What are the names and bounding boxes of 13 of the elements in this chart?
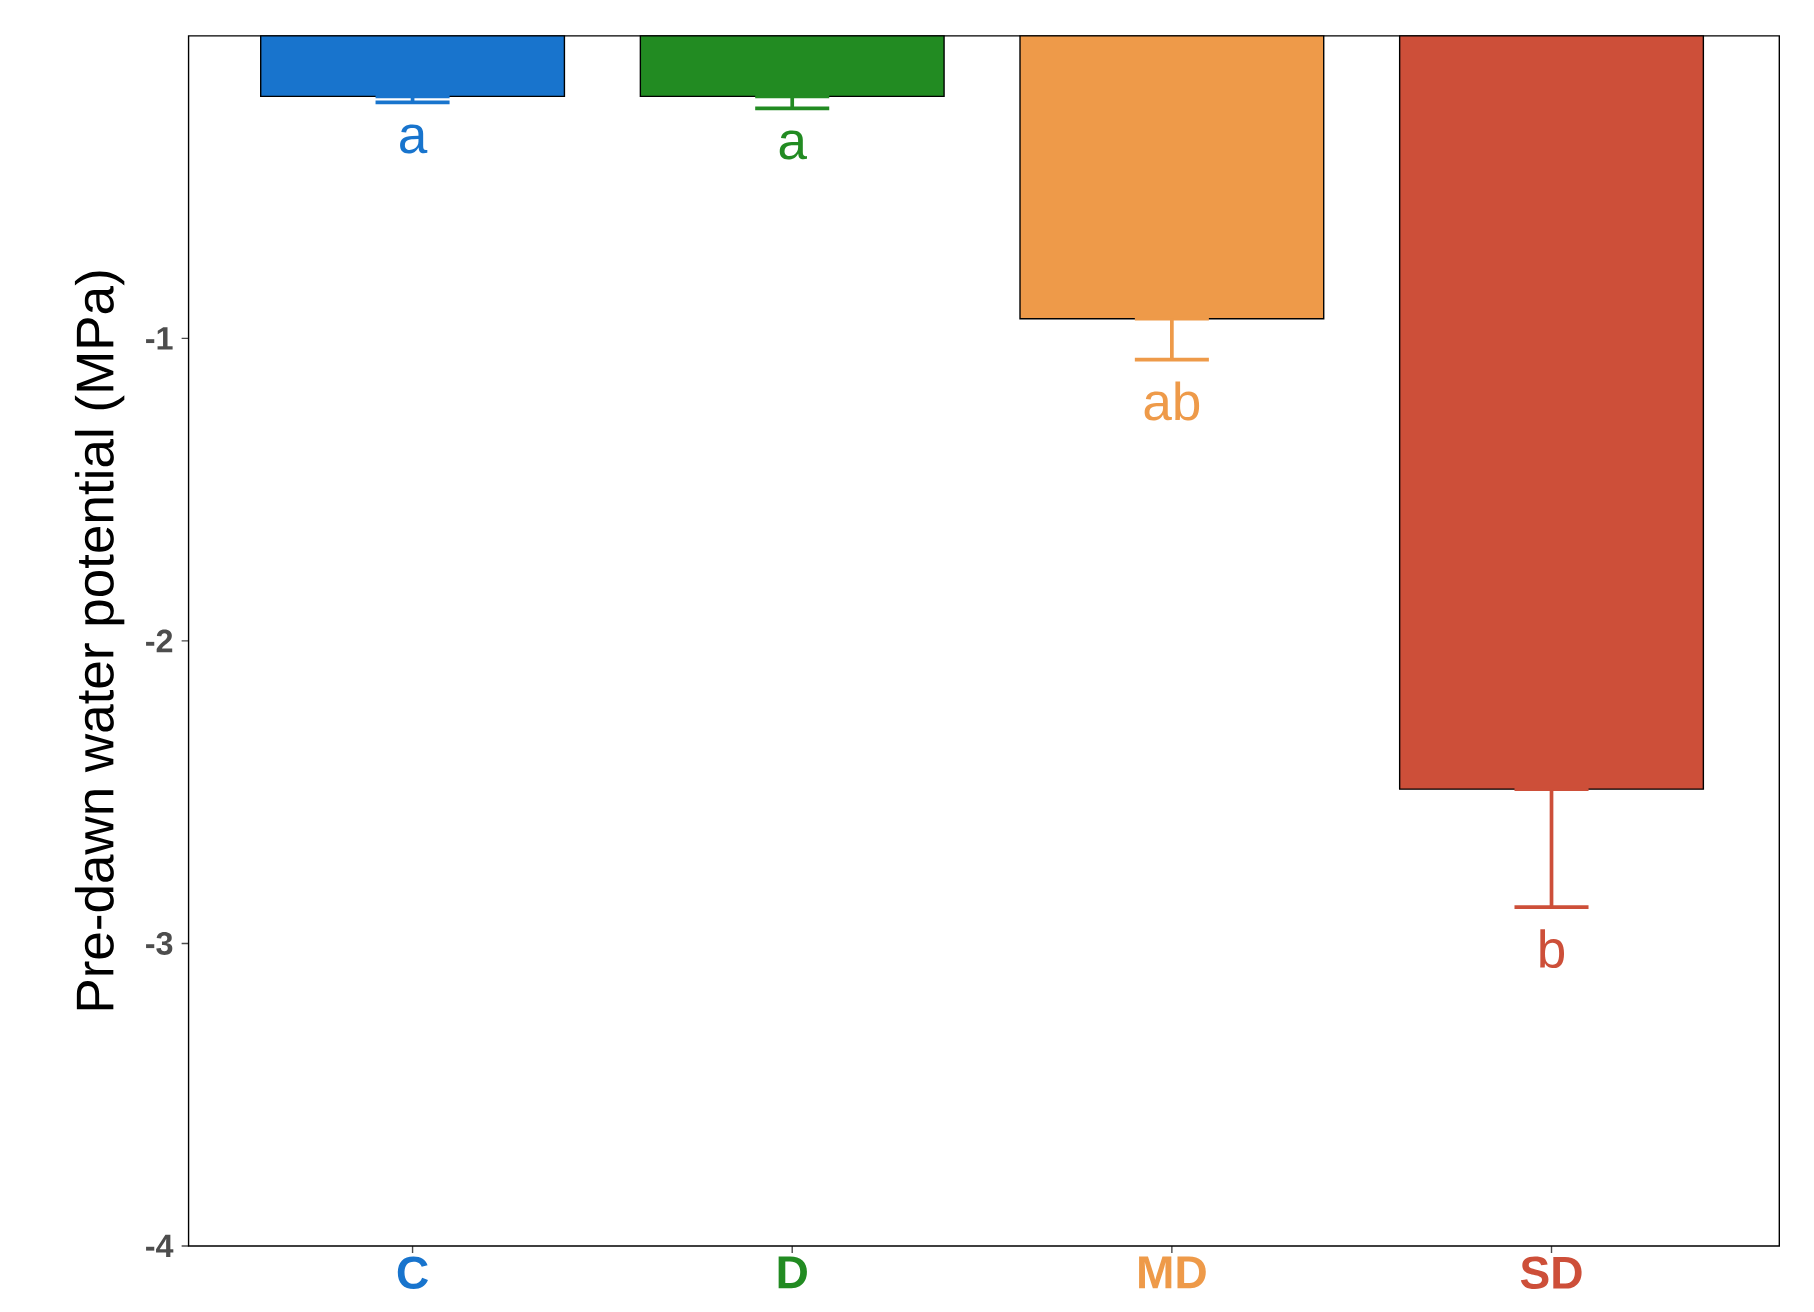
annotation: b (1540, 929, 1565, 969)
y-tick-label: -3 (146, 932, 173, 955)
x-tick-label: MD (1139, 1256, 1206, 1289)
y-axis-title: Pre-dawn water potential (MPa) (74, 271, 125, 1010)
y-tick-label: -4 (146, 1234, 174, 1258)
y-tick-label: -1 (146, 327, 173, 350)
x-tick-label: D (778, 1256, 807, 1289)
x-tick-label: SD (1520, 1256, 1582, 1290)
annotation: a (400, 124, 428, 154)
annotation: ab (1144, 381, 1200, 421)
y-tick-label: -2 (146, 629, 173, 653)
x-tick-label: C (397, 1256, 428, 1290)
annotation: a (779, 130, 807, 160)
